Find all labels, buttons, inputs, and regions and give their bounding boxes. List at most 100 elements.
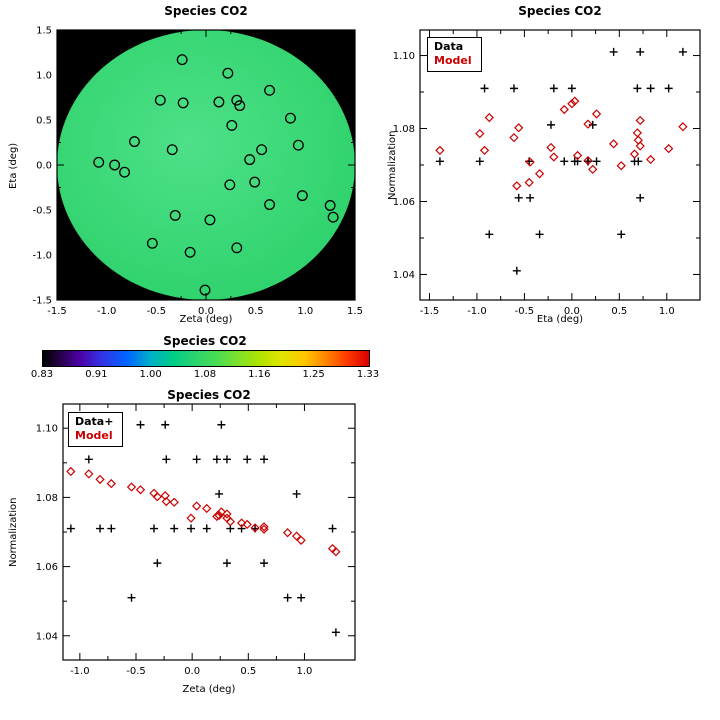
data-plus-marker — [170, 524, 179, 533]
source-circle-marker — [204, 214, 216, 226]
source-circle-marker — [296, 190, 308, 202]
model-diamond-marker — [629, 149, 640, 159]
source-circle-marker — [324, 200, 336, 211]
x-tick-label: -0.5 — [515, 306, 535, 317]
norm-vs-zeta-svg: -1.0 -0.5 0.0 0.5 1.0 1.04 1.06 1.08 1.10 — [36, 403, 356, 677]
model-diamond-marker — [635, 141, 645, 151]
model-diamond-marker — [664, 143, 674, 154]
data-plus-marker — [480, 84, 489, 93]
x-tick-label: -0.5 — [126, 666, 146, 677]
data-plus-marker — [162, 455, 171, 464]
source-circle-marker — [166, 144, 178, 156]
norm-vs-eta-svg: -1.5 -1.0 -0.5 0.0 0.5 1.0 1.04 1.06 1.08 1.10 — [393, 29, 701, 317]
data-plus-marker — [283, 593, 292, 602]
model-diamond-marker — [570, 96, 580, 106]
legend-eta: Data Model — [427, 37, 482, 72]
data-plus-marker — [136, 420, 145, 429]
model-diamond-marker — [191, 501, 202, 511]
x-tick-label: -0.5 — [147, 306, 167, 317]
source-circle-marker — [327, 211, 339, 223]
source-circle-marker — [284, 112, 296, 124]
y-tick-label: -0.5 — [32, 206, 52, 217]
model-diamond-marker — [135, 485, 146, 495]
data-plus-marker — [192, 455, 201, 464]
data-plus-marker — [149, 524, 158, 533]
data-plus-marker — [535, 230, 544, 239]
model-diamond-marker — [608, 139, 619, 149]
data-plus-marker — [217, 420, 226, 429]
data-plus-marker — [212, 455, 221, 464]
source-circle-marker — [264, 199, 276, 211]
norm-vs-eta-title: Species CO2 — [518, 4, 602, 18]
model-diamond-marker — [435, 145, 445, 156]
y-tick-label: 1.06 — [393, 197, 415, 208]
model-diamond-marker — [572, 150, 583, 161]
y-tick-label: 1.10 — [36, 424, 58, 435]
model-diamond-marker — [331, 547, 341, 557]
source-circle-marker — [93, 156, 105, 168]
model-diamond-marker — [126, 482, 137, 492]
model-diamond-marker — [186, 513, 196, 523]
model-diamond-marker — [583, 155, 593, 166]
y-tick-label: 1.06 — [36, 562, 58, 573]
data-plus-marker — [153, 559, 162, 568]
model-diamond-marker — [635, 115, 645, 126]
source-circle-marker — [119, 166, 130, 178]
data-plus-marker — [243, 455, 252, 464]
x-tick-label: -1.0 — [70, 666, 90, 677]
norm-vs-eta-xaxis-label: Eta (deg) — [536, 314, 584, 325]
data-plus-marker — [222, 559, 231, 568]
data-plus-marker — [202, 524, 211, 533]
x-tick-label: 0.5 — [240, 666, 256, 677]
model-diamond-marker — [216, 507, 227, 517]
y-tick-label: 1.5 — [36, 26, 52, 37]
data-plus-marker — [292, 489, 301, 498]
colorbar-title: Species CO2 — [163, 334, 247, 348]
x-tick-label: 1.0 — [659, 306, 675, 317]
colorbar-tick-label: 1.00 — [139, 369, 162, 380]
data-plus-marker — [260, 455, 269, 464]
y-tick-label: -1.0 — [32, 251, 52, 262]
data-plus-marker — [215, 489, 224, 498]
model-diamond-marker — [475, 128, 485, 139]
data-plus-marker — [485, 230, 494, 239]
model-diamond-marker — [549, 152, 559, 162]
colorbar-tick-label: 1.25 — [302, 369, 325, 380]
source-circle-marker — [169, 209, 181, 221]
model-diamond-marker — [534, 169, 545, 179]
legend-model-label: Model — [75, 429, 113, 442]
data-plus-marker — [678, 47, 687, 56]
data-plus-marker — [549, 84, 558, 93]
data-plus-marker — [435, 157, 444, 166]
data-plus-marker — [617, 230, 626, 239]
data-plus-marker — [570, 157, 579, 166]
source-circle-marker — [234, 100, 246, 112]
model-diamond-marker — [95, 474, 105, 485]
data-plus-marker — [636, 193, 645, 202]
plot-border — [419, 29, 701, 301]
norm-vs-zeta-title: Species CO2 — [167, 388, 251, 402]
source-circle-marker — [184, 246, 196, 258]
source-circle-marker — [146, 237, 158, 249]
data-plus-marker — [633, 84, 642, 93]
x-tick-label: 0.5 — [611, 306, 627, 317]
model-diamond-marker — [169, 497, 179, 507]
data-plus-marker — [664, 84, 673, 93]
norm-vs-zeta-xaxis-label: Zeta (deg) — [182, 684, 236, 695]
y-tick-label: 1.08 — [36, 493, 58, 504]
model-diamond-marker — [250, 523, 260, 533]
source-circle-marker — [224, 179, 236, 191]
panel-norm-vs-zeta: -1.0 -0.5 0.0 0.5 1.0 1.04 1.06 1.08 1.10 Specie… — [0, 388, 380, 720]
model-diamond-marker — [214, 510, 224, 521]
data-plus-marker — [84, 455, 93, 464]
panel-map: -1.5 -1.0 -0.5 0.0 0.5 1.0 1.5 -1.5 -1.0 -0.5 0.0 0… — [0, 0, 378, 346]
x-tick-label: 1.5 — [347, 306, 363, 317]
model-diamond-marker — [546, 142, 556, 153]
x-tick-label: -1.5 — [420, 306, 440, 317]
model-diamond-marker — [514, 123, 524, 133]
model-diamond-marker — [616, 161, 626, 171]
legend-model-label: Model — [434, 54, 472, 67]
panel-norm-vs-eta: -1.5 -1.0 -0.5 0.0 0.5 1.0 1.04 1.06 1.08 1.10 Sp… — [385, 0, 720, 346]
data-plus-marker — [567, 84, 576, 93]
colorbar-tick-label: 1.08 — [193, 369, 217, 380]
